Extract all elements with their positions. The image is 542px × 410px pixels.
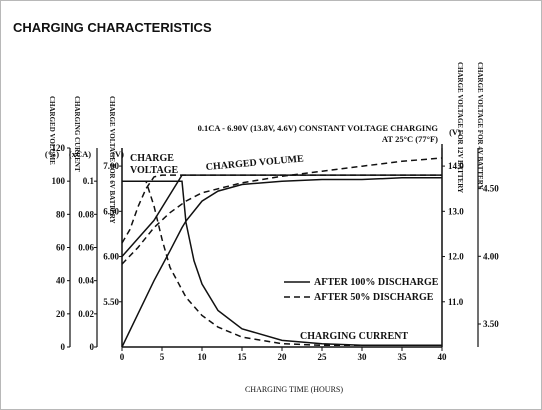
charging-temperature: AT 25°C (77°F): [382, 134, 438, 144]
voltage-12v-axis-title: CHARGE VOLTAGE FOR 12V BATTERY: [456, 62, 464, 193]
charged-volume-axis-tick-label: 40: [56, 276, 66, 286]
curve-label-charging-current: CHARGING CURRENT: [300, 331, 408, 342]
charging-current-unit: (xCA): [69, 149, 91, 159]
x-tick-label: 0: [120, 352, 125, 362]
charging-current-axis-tick-label: 0.06: [78, 243, 94, 253]
x-tick-label: 30: [358, 352, 368, 362]
charged-volume-axis-title: CHARGED VOLUME: [48, 96, 56, 165]
charging-current-axis-tick-label: 0.1: [83, 176, 95, 186]
charged-volume-axis-tick-label: 0: [61, 342, 66, 352]
charging-current-axis-tick-label: 0.08: [78, 209, 94, 219]
charged-volume-axis-tick-label: 120: [52, 143, 66, 153]
charged-volume-axis-tick-label: 60: [56, 243, 66, 253]
voltage-6v-axis-title: CHARGE VOLTAGE FOR 6V BATTERY: [108, 96, 116, 224]
curve-label-charged-volume: CHARGED VOLUME: [205, 153, 304, 173]
x-tick-label: 10: [198, 352, 208, 362]
x-tick-label: 35: [398, 352, 408, 362]
charged-volume-axis-tick-label: 20: [56, 309, 66, 319]
curve-label-charge-voltage-2: VOLTAGE: [130, 165, 178, 176]
legend-label-100pct: AFTER 100% DISCHARGE: [314, 277, 439, 288]
x-axis-label: CHARGING TIME (HOURS): [245, 385, 343, 394]
voltage-6v-unit: (V): [112, 149, 124, 159]
voltage-12v-axis-tick-label: 14.0: [448, 161, 464, 171]
charging-current-axis-tick-label: 0.02: [78, 309, 94, 319]
x-tick-label: 20: [278, 352, 288, 362]
charged-volume-unit: (%): [45, 149, 59, 159]
voltage-12v-unit: (V): [449, 127, 461, 137]
voltage-12v-axis-tick-label: 11.0: [448, 297, 464, 307]
charged-volume-axis-tick-label: 80: [56, 209, 66, 219]
voltage-12v-axis-tick-label: 13.0: [448, 206, 464, 216]
x-tick-label: 15: [238, 352, 248, 362]
voltage-4v-axis-title: CHARGE VOLTAGE FOR 4V BATTERY: [476, 62, 484, 190]
charged-volume-axis-tick-label: 100: [52, 176, 66, 186]
charging-current-axis-tick-label: 0.04: [78, 276, 94, 286]
charging-current-axis-tick-label: 0: [90, 342, 95, 352]
series-line-charging-current-50pct: [122, 180, 442, 347]
series-line-charging-current-100pct: [122, 180, 442, 347]
charging-current-axis-title: CHARGING CURRENT: [73, 96, 81, 172]
series-line-charged-volume-50pct: [121, 157, 443, 265]
voltage-4v-axis-tick-label: 3.50: [483, 319, 499, 329]
x-tick-label: 40: [438, 352, 448, 362]
chart-title: CHARGING CHARACTERISTICS: [13, 20, 212, 35]
legend-label-50pct: AFTER 50% DISCHARGE: [314, 292, 434, 303]
curve-label-charge-voltage-1: CHARGE: [130, 153, 174, 164]
voltage-4v-axis-tick-label: 4.00: [483, 251, 499, 261]
voltage-12v-axis-tick-label: 12.0: [448, 252, 464, 262]
voltage-6v-axis-tick-label: 7.00: [103, 161, 119, 171]
charging-condition: 0.1CA - 6.90V (13.8V, 4.6V) CONSTANT VOL…: [198, 123, 439, 133]
x-tick-label: 25: [318, 352, 328, 362]
x-tick-label: 5: [160, 352, 165, 362]
voltage-6v-axis-tick-label: 5.50: [103, 297, 119, 307]
voltage-4v-axis-tick-label: 4.50: [483, 184, 499, 194]
voltage-6v-axis-tick-label: 6.00: [103, 252, 119, 262]
curves-layer: [121, 157, 443, 348]
series-line-charged-volume-100pct: [121, 177, 442, 348]
voltage-6v-axis-tick-label: 6.50: [103, 206, 119, 216]
series-line-charge-voltage-50pct: [121, 174, 442, 244]
series-line-charge-voltage-100pct: [121, 174, 442, 257]
labels-layer: 0 5 10 15 20 25 30 35 40 CHARGING TIME (HOURS) 0 20…: [45, 62, 499, 394]
